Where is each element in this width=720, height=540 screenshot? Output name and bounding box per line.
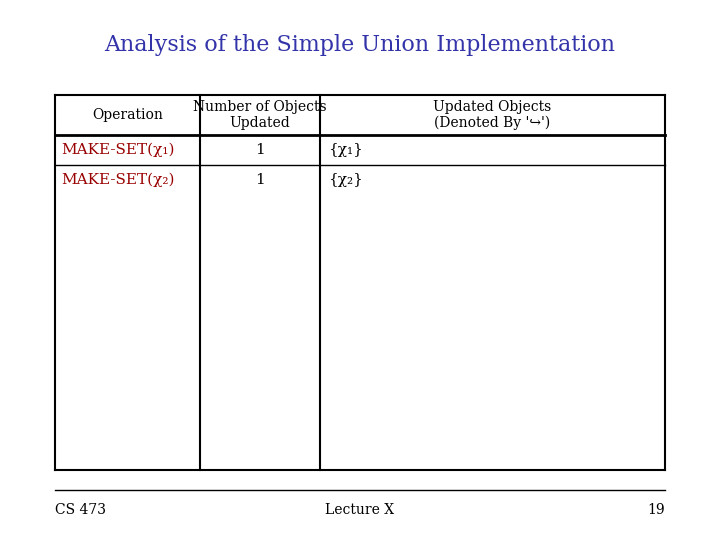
Text: Analysis of the Simple Union Implementation: Analysis of the Simple Union Implementat… [104, 34, 616, 56]
Text: Lecture X: Lecture X [325, 503, 395, 517]
Text: {χ₁}: {χ₁} [328, 143, 363, 157]
Text: Operation: Operation [92, 108, 163, 122]
Text: Number of Objects
Updated: Number of Objects Updated [193, 100, 327, 130]
Text: 1: 1 [255, 143, 265, 157]
Text: MAKE-SET(χ₁): MAKE-SET(χ₁) [61, 143, 174, 157]
Text: CS 473: CS 473 [55, 503, 106, 517]
Text: 1: 1 [255, 173, 265, 187]
Text: MAKE-SET(χ₂): MAKE-SET(χ₂) [61, 173, 174, 187]
Text: {χ₂}: {χ₂} [328, 173, 363, 187]
Text: 19: 19 [647, 503, 665, 517]
Text: Updated Objects
(Denoted By '↪'): Updated Objects (Denoted By '↪') [433, 100, 552, 130]
